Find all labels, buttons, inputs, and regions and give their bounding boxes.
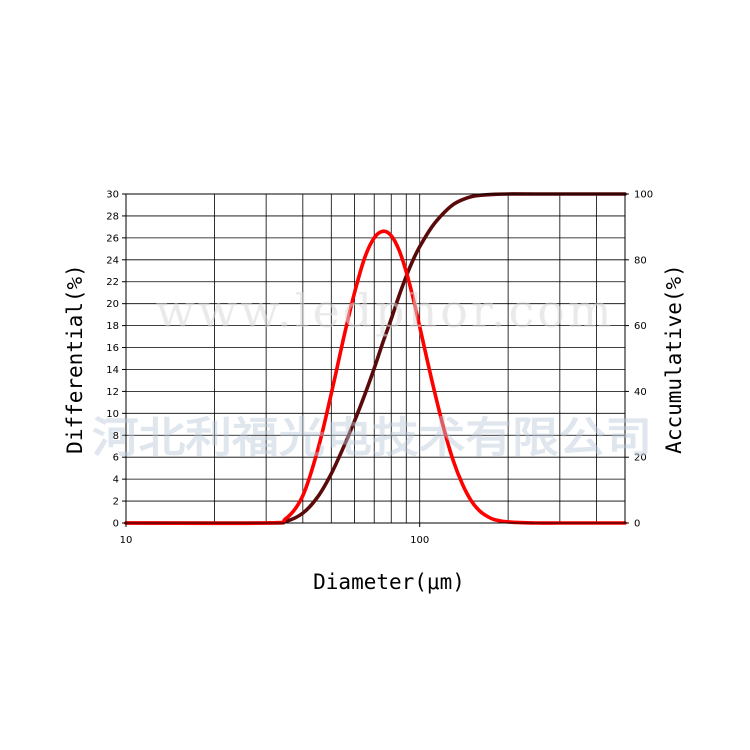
x-tick-label: 10 (120, 535, 133, 546)
y-right-tick-label: 80 (634, 255, 647, 266)
y-left-axis-title: Differential(%) (63, 264, 87, 454)
y-left-tick-label: 14 (106, 365, 119, 376)
y-left-tick-label: 28 (106, 211, 119, 222)
y-left-tick-label: 24 (106, 255, 119, 266)
y-right-axis-title: Accumulative(%) (662, 264, 686, 454)
watermark-url: www.ledphor.com (155, 284, 614, 338)
y-left-tick-label: 6 (113, 453, 119, 464)
y-right-tick-label: 40 (634, 387, 647, 398)
y-left-tick-label: 0 (113, 519, 119, 530)
x-tick-label: 100 (410, 535, 429, 546)
y-left-tick-label: 20 (106, 299, 119, 310)
y-left-tick-label: 26 (106, 233, 119, 244)
plot-frame (125, 193, 626, 524)
y-right-tick-label: 60 (634, 321, 647, 332)
series-layer (124, 192, 627, 526)
x-axis-title: Diameter(μm) (313, 570, 465, 594)
y-right-tick-label: 20 (634, 453, 647, 464)
watermark-company: 河北利福光电技术有限公司 (92, 413, 652, 462)
accumulative-series-line (124, 192, 627, 525)
y-left-tick-label: 16 (106, 343, 119, 354)
y-right-tick-label: 0 (634, 519, 640, 530)
y-left-tick-label: 8 (113, 431, 119, 442)
y-left-tick-label: 10 (106, 409, 119, 420)
y-right-tick-label: 100 (634, 190, 653, 201)
grid (126, 193, 625, 524)
differential-series-line (124, 229, 627, 526)
y-left-tick-label: 2 (113, 497, 119, 508)
y-left-tick-label: 12 (106, 387, 119, 398)
y-left-tick-label: 4 (113, 475, 119, 486)
y-left-tick-label: 30 (106, 190, 119, 201)
y-left-tick-label: 22 (106, 277, 119, 288)
y-left-tick-label: 18 (106, 321, 119, 332)
